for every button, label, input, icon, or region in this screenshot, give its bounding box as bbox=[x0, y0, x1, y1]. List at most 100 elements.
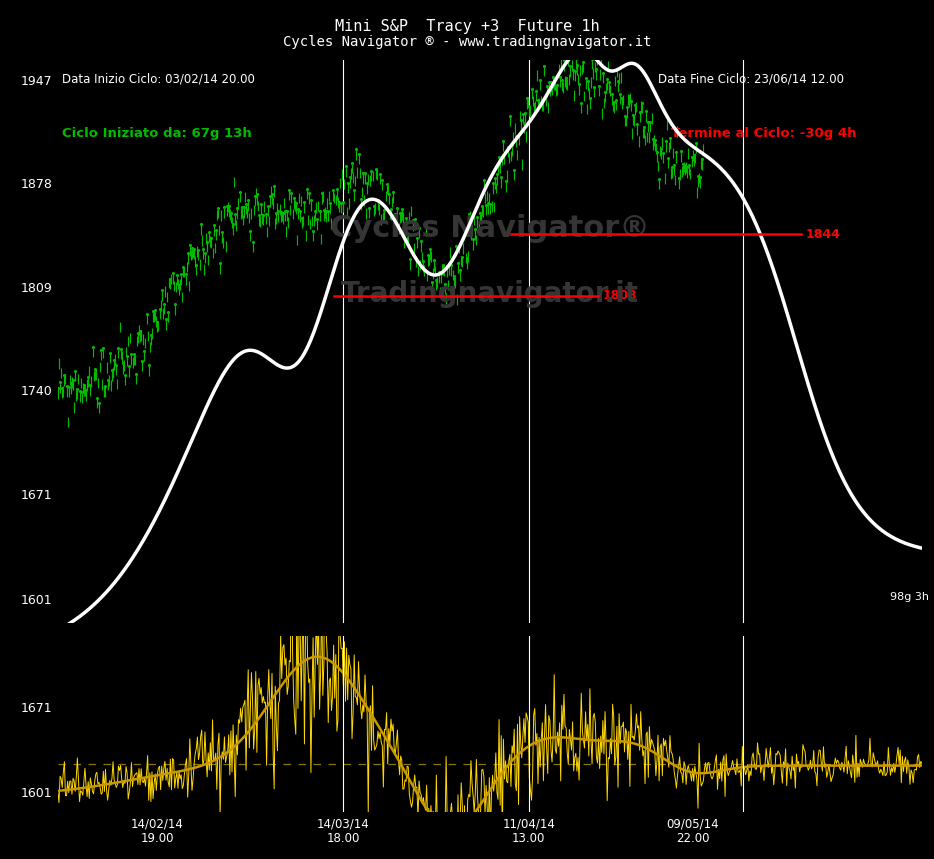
Point bbox=[308, 204, 323, 217]
Point bbox=[630, 118, 645, 131]
Point bbox=[682, 158, 697, 172]
Point bbox=[494, 170, 509, 184]
Point bbox=[432, 265, 446, 279]
Point bbox=[560, 49, 575, 63]
Point bbox=[677, 158, 692, 172]
Point bbox=[643, 115, 658, 129]
Point bbox=[124, 347, 139, 361]
Point bbox=[323, 197, 338, 210]
Point bbox=[109, 357, 124, 371]
Point bbox=[185, 241, 200, 255]
Point bbox=[639, 104, 654, 118]
Point bbox=[361, 201, 376, 215]
Point bbox=[591, 79, 606, 93]
Point bbox=[262, 189, 277, 203]
Point bbox=[169, 268, 184, 282]
Point bbox=[217, 200, 232, 214]
Point bbox=[141, 358, 156, 372]
Point bbox=[174, 267, 189, 281]
Point bbox=[267, 180, 282, 193]
Text: 98g 3h: 98g 3h bbox=[890, 593, 929, 602]
Point bbox=[381, 186, 396, 200]
Point bbox=[377, 203, 392, 216]
Point bbox=[446, 269, 461, 283]
Point bbox=[468, 222, 483, 236]
Point bbox=[314, 186, 329, 200]
Point bbox=[248, 189, 262, 203]
Point bbox=[399, 211, 414, 225]
Point bbox=[340, 176, 355, 190]
Point bbox=[688, 136, 703, 149]
Point bbox=[388, 208, 403, 222]
Point bbox=[238, 197, 253, 210]
Point bbox=[608, 93, 623, 107]
Point bbox=[364, 164, 379, 178]
Point bbox=[695, 152, 710, 166]
Point bbox=[429, 273, 444, 287]
Point bbox=[232, 185, 247, 198]
Point bbox=[189, 258, 204, 271]
Point bbox=[585, 52, 600, 65]
Point bbox=[98, 380, 113, 393]
Point bbox=[461, 207, 476, 221]
Point bbox=[191, 243, 206, 257]
Point bbox=[403, 253, 417, 266]
Point bbox=[80, 370, 95, 384]
Point bbox=[87, 362, 102, 376]
Point bbox=[92, 396, 106, 410]
Point bbox=[537, 58, 552, 72]
Point bbox=[256, 208, 271, 222]
Point bbox=[473, 206, 488, 220]
Point bbox=[420, 248, 435, 262]
Point bbox=[595, 66, 610, 80]
Point bbox=[236, 200, 251, 214]
Point bbox=[172, 278, 187, 292]
Point bbox=[375, 173, 389, 186]
Point bbox=[379, 177, 394, 191]
Text: Data Fine Ciclo: 23/06/14 12.00: Data Fine Ciclo: 23/06/14 12.00 bbox=[658, 72, 844, 86]
Point bbox=[312, 204, 327, 218]
Point bbox=[282, 183, 297, 197]
Point bbox=[241, 193, 256, 207]
Point bbox=[206, 218, 221, 232]
Point bbox=[457, 222, 472, 236]
Text: Tradingnavigator.it: Tradingnavigator.it bbox=[341, 280, 639, 308]
Point bbox=[414, 235, 429, 248]
Point bbox=[355, 167, 370, 180]
Point bbox=[204, 231, 219, 245]
Point bbox=[613, 87, 628, 101]
Text: Mini S&P  Tracy +3  Future 1h: Mini S&P Tracy +3 Future 1h bbox=[334, 19, 600, 34]
Point bbox=[427, 253, 442, 267]
Text: Cycles Navigator®: Cycles Navigator® bbox=[330, 215, 650, 243]
Point bbox=[193, 217, 208, 231]
Point bbox=[187, 241, 202, 255]
Point bbox=[532, 73, 547, 87]
Point bbox=[152, 302, 167, 315]
Point bbox=[366, 198, 381, 212]
Point bbox=[148, 303, 163, 317]
Point bbox=[448, 239, 463, 253]
Point bbox=[121, 359, 136, 373]
Point bbox=[228, 207, 243, 221]
Point bbox=[545, 70, 560, 84]
Point bbox=[450, 256, 465, 270]
Point bbox=[412, 221, 427, 235]
Point bbox=[418, 218, 433, 232]
Point bbox=[161, 305, 176, 319]
Point bbox=[409, 231, 424, 245]
Point bbox=[470, 210, 485, 224]
Point bbox=[221, 199, 236, 213]
Point bbox=[466, 233, 481, 247]
Point bbox=[686, 149, 701, 162]
Point bbox=[652, 172, 667, 186]
Point bbox=[576, 55, 591, 69]
Point bbox=[163, 271, 177, 285]
Point bbox=[52, 375, 67, 389]
Point bbox=[286, 192, 301, 205]
Point bbox=[271, 204, 286, 218]
Point bbox=[325, 184, 340, 198]
Point bbox=[565, 63, 580, 76]
Point bbox=[544, 75, 559, 88]
Point bbox=[524, 82, 539, 95]
Point bbox=[522, 99, 537, 113]
